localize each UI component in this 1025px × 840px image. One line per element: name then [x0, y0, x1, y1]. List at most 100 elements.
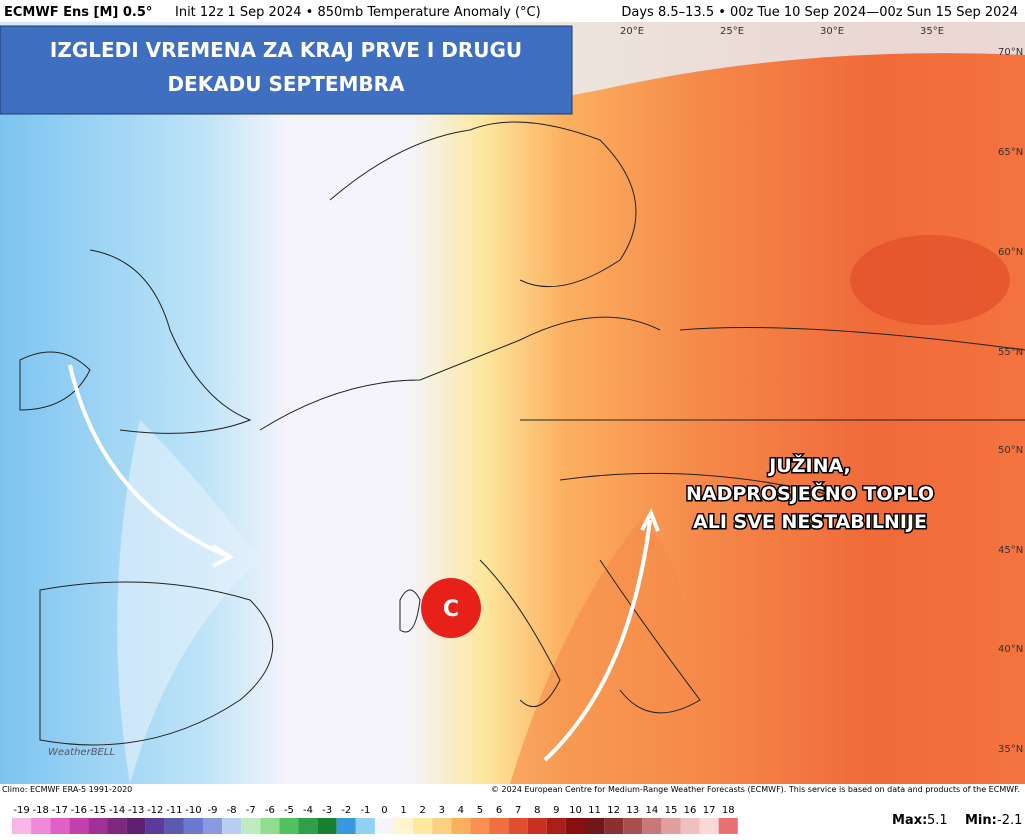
colorbar-tick-label: -18	[32, 805, 48, 816]
colorbar-swatch	[183, 818, 203, 834]
min-label: Min:	[965, 813, 997, 828]
colorbar-swatch	[31, 818, 51, 834]
colorbar-swatch	[145, 818, 165, 834]
climo: Climo: ECMWF ERA-5 1991-2020	[2, 785, 132, 794]
lat-label: 65°N	[998, 147, 1023, 158]
colorbar-swatch	[604, 818, 624, 834]
lat-label: 70°N	[998, 47, 1023, 58]
colorbar-swatch	[298, 818, 318, 834]
period: Days 8.5–13.5 • 00z Tue 10 Sep 2024—00z …	[621, 5, 1018, 20]
lon-label: 25°E	[720, 26, 744, 37]
colorbar-tick-label: 3	[439, 805, 445, 816]
colorbar-tick-label: 7	[515, 805, 521, 816]
colorbar-tick-label: -10	[185, 805, 201, 816]
lon-label: 35°E	[920, 26, 944, 37]
colorbar-tick-label: -12	[147, 805, 163, 816]
annotation: JUŽINA, NADPROSJEČNO TOPLO ALI SVE NESTABI…	[684, 453, 935, 535]
lat-label: 55°N	[998, 347, 1023, 358]
grid-labels: 20°E 25°E 30°E 35°E 70°N 65°N 60°N 55°N 50°N 45°N…	[620, 26, 1023, 755]
colorbar-tick-label: 17	[703, 805, 716, 816]
colorbar-tick-label: -14	[109, 805, 125, 816]
colorbar-swatch	[585, 818, 605, 834]
colorbar-tick-label: -6	[265, 805, 275, 816]
colorbar-tick-label: 16	[684, 805, 697, 816]
colorbar-swatch	[203, 818, 223, 834]
logo: WeatherBELL	[48, 747, 115, 758]
colorbar-swatch	[107, 818, 127, 834]
colorbar-tick-label: 6	[496, 805, 502, 816]
colorbar-tick-label: -5	[284, 805, 294, 816]
warm-core	[850, 235, 1010, 325]
colorbar-tick-label: 1	[400, 805, 406, 816]
colorbar-swatch	[317, 818, 337, 834]
colorbar-tick-label: -11	[166, 805, 182, 816]
colorbar-swatch	[394, 818, 414, 834]
title: IZGLEDI VREMENA ZA KRAJ PRVE I DRUGU	[50, 38, 522, 62]
title-box	[0, 25, 573, 115]
copyright: © 2024 European Centre for Medium-Range …	[491, 785, 1020, 794]
map: IZGLEDI VREMENA ZA KRAJ PRVE I DRUGU DEK…	[0, 22, 1025, 784]
lat-label: 50°N	[998, 445, 1023, 456]
colorbar-swatch	[642, 818, 662, 834]
colorbar-swatch	[508, 818, 528, 834]
colorbar-tick-label: -8	[227, 805, 237, 816]
header-bg	[0, 0, 1025, 22]
lat-label: 60°N	[998, 247, 1023, 258]
colorbar-tick-label: 9	[553, 805, 559, 816]
colorbar-tick-label: 5	[477, 805, 483, 816]
colorbar-swatch	[413, 818, 433, 834]
title: DEKADU SEPTEMBRA	[167, 72, 405, 96]
cyclone-marker	[421, 578, 481, 638]
max-label: Max:	[892, 813, 927, 828]
annotation-line: NADPROSJEČNO TOPLO	[686, 481, 934, 505]
annotation-line: JUŽINA,	[767, 454, 851, 477]
max-min: Max: 5.1 Min: -2.1	[892, 813, 1022, 828]
colorbar-tick-label: 10	[569, 805, 582, 816]
colorbar-swatch	[661, 818, 681, 834]
colorbar-tick-label: -13	[128, 805, 144, 816]
colorbar-swatch	[623, 818, 643, 834]
colorbar-swatch	[680, 818, 700, 834]
colorbar-swatch	[470, 818, 490, 834]
max-value: 5.1	[927, 813, 948, 828]
colorbar-tick-label: 15	[665, 805, 678, 816]
colorbar-swatch	[126, 818, 146, 834]
colorbar-swatch	[546, 818, 566, 834]
colorbar-swatch	[355, 818, 375, 834]
colorbar-tick-label: 12	[607, 805, 620, 816]
min-value: -2.1	[997, 813, 1022, 828]
arrows	[68, 364, 660, 762]
colorbar-swatch	[12, 818, 32, 834]
colorbar: -19 -18 -17 -16 -15 -14 -13 -12 -11 -10 -9 -8 -7 -6 -5…	[12, 805, 738, 834]
colorbar-tick-label: 8	[534, 805, 540, 816]
colorbar-tick-label: -19	[13, 805, 29, 816]
warm-tongue	[510, 520, 700, 784]
colorbar-swatch	[527, 818, 547, 834]
colorbar-swatch	[260, 818, 280, 834]
colorbar-tick-label: 2	[419, 805, 425, 816]
lon-label: 20°E	[620, 26, 644, 37]
info: Init 12z 1 Sep 2024 • 850mb Temperature …	[175, 5, 541, 20]
annotation-line: ALI SVE NESTABILNIJE	[693, 511, 927, 533]
colorbar-swatch	[279, 818, 299, 834]
colorbar-tick-label: -15	[90, 805, 106, 816]
lon-label: 30°E	[820, 26, 844, 37]
cyclone-label: C	[443, 597, 459, 622]
colorbar-tick-label: 13	[626, 805, 639, 816]
colorbar-swatch	[164, 818, 184, 834]
colorbar-swatch	[374, 818, 394, 834]
lat-label: 40°N	[998, 644, 1023, 655]
colorbar-swatch	[718, 818, 738, 834]
colorbar-tick-label: 14	[645, 805, 658, 816]
colorbar-swatch	[451, 818, 471, 834]
colorbar-swatch	[241, 818, 261, 834]
colorbar-tick-label: 11	[588, 805, 601, 816]
colorbar-swatch	[88, 818, 108, 834]
lat-label: 45°N	[998, 545, 1023, 556]
colorbar-tick-label: -17	[52, 805, 68, 816]
colorbar-tick-label: -4	[303, 805, 313, 816]
colorbar-tick-label: -9	[208, 805, 218, 816]
colorbar-swatch	[489, 818, 509, 834]
colorbar-swatch	[336, 818, 356, 834]
model: ECMWF Ens [M] 0.5°	[4, 5, 152, 20]
